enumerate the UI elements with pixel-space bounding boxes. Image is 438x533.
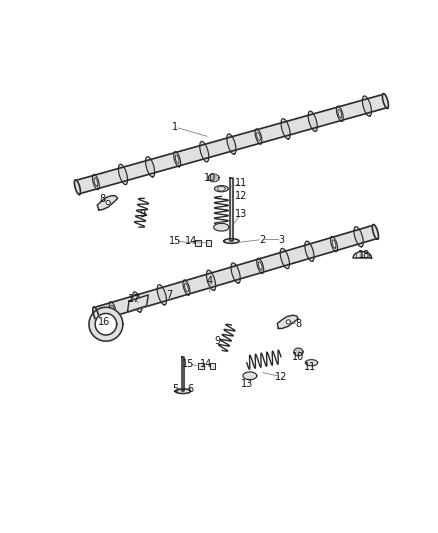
Polygon shape <box>354 227 363 247</box>
Text: 9: 9 <box>215 336 221 346</box>
Polygon shape <box>93 307 99 321</box>
Polygon shape <box>97 196 118 210</box>
Polygon shape <box>243 372 257 379</box>
Polygon shape <box>175 389 191 393</box>
Polygon shape <box>206 239 212 246</box>
Polygon shape <box>257 258 264 273</box>
Polygon shape <box>277 315 298 328</box>
Polygon shape <box>198 363 205 369</box>
Polygon shape <box>109 302 116 317</box>
Polygon shape <box>305 360 318 366</box>
Polygon shape <box>224 239 239 244</box>
Polygon shape <box>305 241 314 261</box>
Text: 14: 14 <box>185 236 198 246</box>
Polygon shape <box>336 106 343 122</box>
Text: 13: 13 <box>240 378 253 389</box>
Polygon shape <box>133 292 142 312</box>
Polygon shape <box>89 308 123 341</box>
Polygon shape <box>145 157 155 177</box>
Polygon shape <box>286 320 290 324</box>
Polygon shape <box>372 224 378 239</box>
Polygon shape <box>308 111 317 132</box>
Text: 6: 6 <box>187 384 194 394</box>
Polygon shape <box>230 178 233 241</box>
Polygon shape <box>295 350 301 354</box>
Polygon shape <box>74 180 81 195</box>
Text: 9: 9 <box>139 209 145 219</box>
Text: 12: 12 <box>234 191 247 201</box>
Polygon shape <box>92 174 99 190</box>
Text: 3: 3 <box>279 235 285 245</box>
Polygon shape <box>281 119 290 139</box>
Text: 10: 10 <box>292 352 304 361</box>
Polygon shape <box>183 280 190 295</box>
Polygon shape <box>106 200 110 205</box>
Polygon shape <box>353 252 371 258</box>
Text: 8: 8 <box>99 193 105 204</box>
Polygon shape <box>280 248 290 269</box>
Text: 2: 2 <box>259 235 265 245</box>
Text: 17: 17 <box>128 294 141 304</box>
Text: 1: 1 <box>172 122 178 132</box>
Text: 12: 12 <box>275 372 287 382</box>
Polygon shape <box>227 134 236 154</box>
Polygon shape <box>127 295 148 312</box>
Polygon shape <box>182 357 184 391</box>
Text: 5: 5 <box>172 384 178 394</box>
Polygon shape <box>208 174 219 182</box>
Text: 16: 16 <box>98 317 110 327</box>
Polygon shape <box>94 225 378 321</box>
Polygon shape <box>255 129 262 144</box>
Polygon shape <box>75 94 387 194</box>
Text: 4: 4 <box>207 276 213 286</box>
Polygon shape <box>294 348 303 356</box>
Text: 10: 10 <box>204 173 216 183</box>
Text: 8: 8 <box>295 319 301 329</box>
Text: 7: 7 <box>167 290 173 300</box>
Polygon shape <box>157 285 166 305</box>
Polygon shape <box>118 164 127 184</box>
Text: 18: 18 <box>358 250 370 260</box>
Text: 15: 15 <box>169 236 181 246</box>
Polygon shape <box>331 237 338 252</box>
Polygon shape <box>200 141 209 161</box>
Polygon shape <box>214 223 229 231</box>
Polygon shape <box>210 363 215 369</box>
Polygon shape <box>206 270 215 290</box>
Polygon shape <box>231 263 240 283</box>
Text: 14: 14 <box>200 359 212 369</box>
Polygon shape <box>210 175 218 181</box>
Polygon shape <box>382 94 389 108</box>
Text: 13: 13 <box>234 209 247 219</box>
Polygon shape <box>215 185 228 192</box>
Text: 15: 15 <box>182 359 194 369</box>
Text: 11: 11 <box>234 179 247 188</box>
Polygon shape <box>362 96 371 116</box>
Polygon shape <box>174 151 180 167</box>
Polygon shape <box>195 239 201 246</box>
Text: 11: 11 <box>304 361 316 372</box>
Polygon shape <box>95 313 117 335</box>
